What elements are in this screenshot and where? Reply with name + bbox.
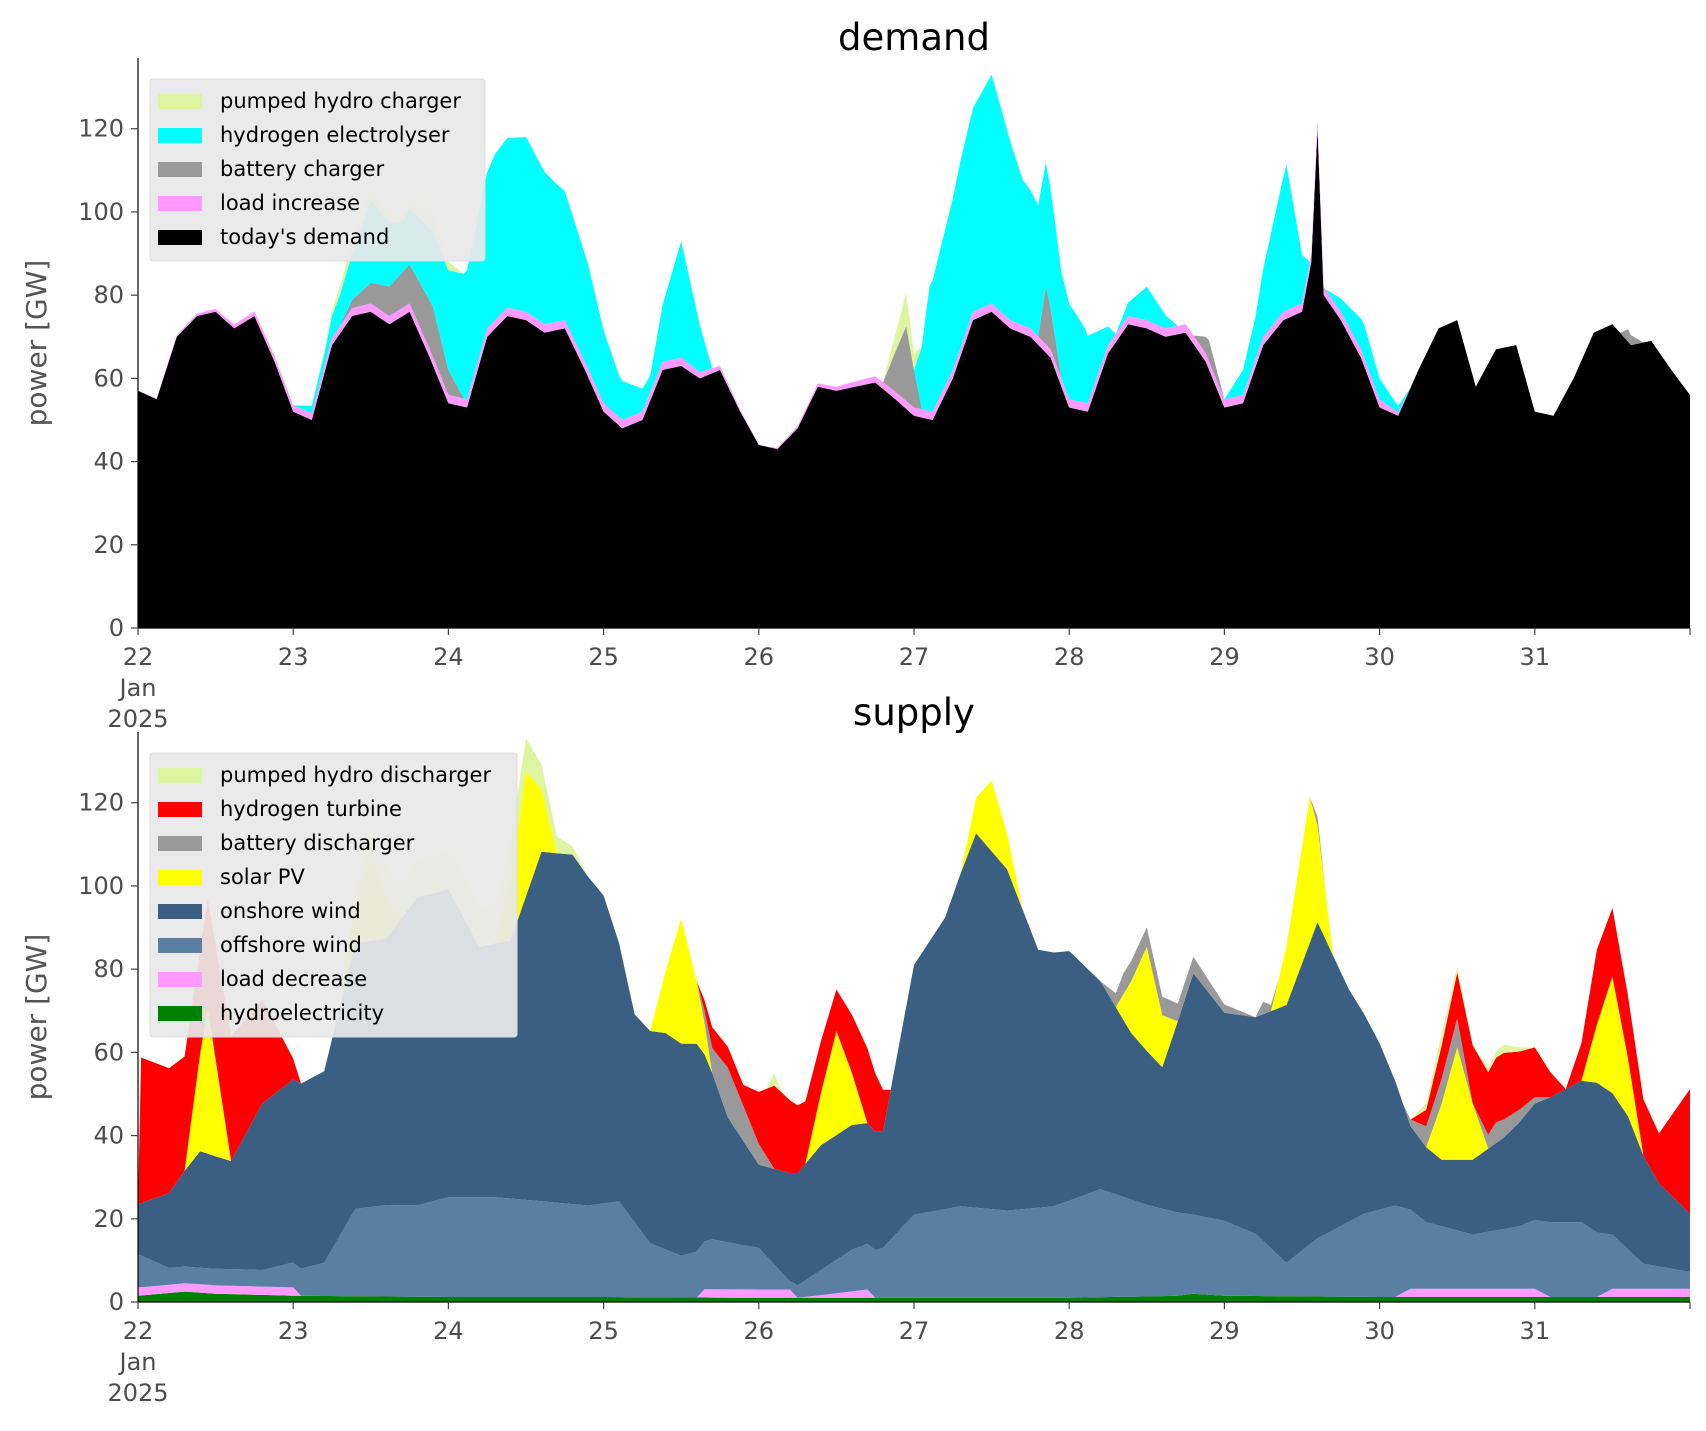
area-offshore-wind xyxy=(138,1189,1690,1298)
area-onshore-wind xyxy=(138,833,1690,1286)
legend-label: offshore wind xyxy=(220,933,362,957)
x-tick-label: 26 xyxy=(744,1317,775,1345)
y-tick-label: 60 xyxy=(93,1038,124,1066)
demand-chart: 0 20 40 60 80 100 120 22 Jan 2025 23 24 25 26 27 28 29 30… xyxy=(20,16,1691,733)
x-tick-label: Jan xyxy=(118,1348,157,1376)
chart-title: demand xyxy=(838,16,990,59)
legend-swatch-battery-charger xyxy=(158,162,202,177)
legend-swatch-onshore-wind xyxy=(158,904,202,919)
x-tick-label: 22 xyxy=(123,643,154,671)
y-tick-label: 100 xyxy=(78,198,124,226)
legend-swatch-hydrogen-turbine xyxy=(158,802,202,817)
legend-swatch-battery-discharger xyxy=(158,836,202,851)
legend-label: pumped hydro charger xyxy=(220,89,461,113)
legend-frame xyxy=(149,78,486,262)
legend-label: today's demand xyxy=(220,225,389,249)
x-tick-label: 22 xyxy=(123,1317,154,1345)
legend: pumped hydro charger hydrogen electrolyse… xyxy=(149,78,486,262)
legend-label: hydroelectricity xyxy=(220,1001,384,1025)
y-axis-label: power [GW] xyxy=(20,934,53,1101)
x-tick-label: 2025 xyxy=(107,705,168,733)
x-tick-label: 29 xyxy=(1209,1317,1240,1345)
y-axis-label: power [GW] xyxy=(20,260,53,427)
y-tick-label: 0 xyxy=(109,614,124,642)
legend-swatch-pumped-hydro-discharger xyxy=(158,768,202,783)
x-tick-label: 23 xyxy=(278,643,309,671)
x-tick-label: 25 xyxy=(588,1317,619,1345)
legend-label: pumped hydro discharger xyxy=(220,763,491,787)
y-tick-label: 40 xyxy=(93,1122,124,1150)
x-tick-label: 30 xyxy=(1364,1317,1395,1345)
y-tick-label: 120 xyxy=(78,115,124,143)
legend-label: hydrogen electrolyser xyxy=(220,123,450,147)
x-tick-label: 24 xyxy=(433,643,464,671)
legend: pumped hydro discharger hydrogen turbine b… xyxy=(149,752,518,1038)
x-tick-label: 31 xyxy=(1520,643,1551,671)
legend-label: load decrease xyxy=(220,967,367,991)
x-tick-label: Jan xyxy=(118,674,157,702)
y-tick-label: 20 xyxy=(93,531,124,559)
legend-swatch-today-s-demand xyxy=(158,230,202,245)
legend-swatch-hydrogen-electrolyser xyxy=(158,128,202,143)
area-load-decrease xyxy=(138,1283,1690,1298)
y-tick-label: 120 xyxy=(78,789,124,817)
legend-label: onshore wind xyxy=(220,899,361,923)
legend-swatch-hydroelectricity xyxy=(158,1006,202,1021)
area-hydroelectricity xyxy=(138,1291,1690,1302)
chart-title: supply xyxy=(853,691,975,734)
legend-swatch-offshore-wind xyxy=(158,938,202,953)
x-tick-label: 25 xyxy=(588,643,619,671)
x-tick-label: 29 xyxy=(1209,643,1240,671)
y-tick-label: 0 xyxy=(109,1288,124,1316)
y-tick-label: 60 xyxy=(93,364,124,392)
x-tick-label: 31 xyxy=(1520,1317,1551,1345)
legend-swatch-load-increase xyxy=(158,196,202,211)
area-battery-charger xyxy=(138,120,1690,449)
y-tick-label: 80 xyxy=(93,955,124,983)
x-tick-label: 23 xyxy=(278,1317,309,1345)
legend-label: load increase xyxy=(220,191,360,215)
area-hydrogen-electrolyser xyxy=(138,74,1690,449)
legend-swatch-pumped-hydro-charger xyxy=(158,94,202,109)
legend-label: solar PV xyxy=(220,865,305,889)
x-tick-label: 27 xyxy=(899,1317,930,1345)
legend-label: battery discharger xyxy=(220,831,415,855)
x-tick-label: 2025 xyxy=(107,1379,168,1407)
area-solar-pv xyxy=(138,771,1690,1214)
supply-chart: 0 20 40 60 80 100 120 22 Jan 2025 23 24 25 26 27 28 29 30… xyxy=(20,691,1691,1407)
x-tick-label: 30 xyxy=(1364,643,1395,671)
legend-frame xyxy=(149,752,518,1038)
x-tick-label: 24 xyxy=(433,1317,464,1345)
legend-swatch-solar-pv xyxy=(158,870,202,885)
area-today-s-demand xyxy=(138,128,1690,628)
y-tick-label: 40 xyxy=(93,448,124,476)
x-tick-label: 27 xyxy=(899,643,930,671)
legend-swatch-load-decrease xyxy=(158,972,202,987)
legend-label: battery charger xyxy=(220,157,385,181)
y-tick-label: 80 xyxy=(93,281,124,309)
x-tick-label: 28 xyxy=(1054,643,1085,671)
legend-label: hydrogen turbine xyxy=(220,797,402,821)
x-tick-label: 26 xyxy=(744,643,775,671)
y-tick-label: 100 xyxy=(78,872,124,900)
y-tick-label: 20 xyxy=(93,1205,124,1233)
x-tick-label: 28 xyxy=(1054,1317,1085,1345)
